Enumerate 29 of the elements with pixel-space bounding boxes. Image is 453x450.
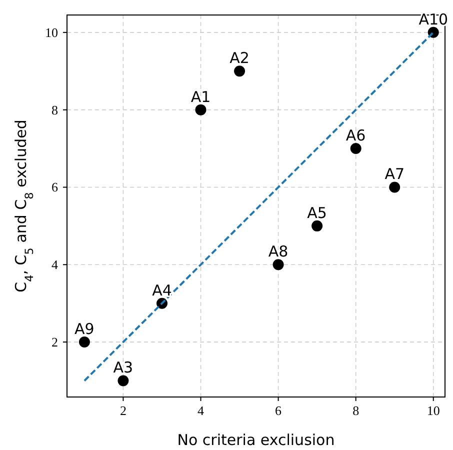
annotation: A8 [268, 242, 288, 261]
annotation: A6 [346, 126, 366, 145]
y-tick-label: 6 [52, 180, 58, 195]
point [389, 182, 400, 193]
point [118, 375, 129, 386]
point [272, 259, 284, 270]
x-axis-title: No criteria excliusion [177, 431, 335, 449]
y-tick-label: 10 [45, 24, 58, 40]
y-tick-label: 2 [52, 334, 58, 350]
y-tick-label: 8 [52, 102, 58, 118]
annotation: A7 [384, 165, 405, 184]
annotation: A3 [113, 358, 134, 377]
annotation: A9 [74, 320, 94, 338]
x-tick-label: 8 [352, 403, 360, 418]
y-tick-label: 4 [52, 257, 58, 272]
point [312, 220, 323, 232]
annotation: A2 [230, 49, 250, 68]
annotation: A1 [190, 88, 211, 106]
x-tick-label: 4 [198, 403, 205, 418]
annotation: A5 [307, 204, 327, 222]
x-tick-label: 2 [120, 403, 126, 418]
point [78, 336, 90, 348]
point [428, 26, 439, 38]
point [195, 104, 206, 116]
x-tick-label: 6 [275, 403, 282, 418]
point [234, 66, 246, 77]
annotation: A4 [152, 281, 172, 300]
x-tick-label: 10 [426, 403, 440, 418]
point [350, 143, 362, 154]
